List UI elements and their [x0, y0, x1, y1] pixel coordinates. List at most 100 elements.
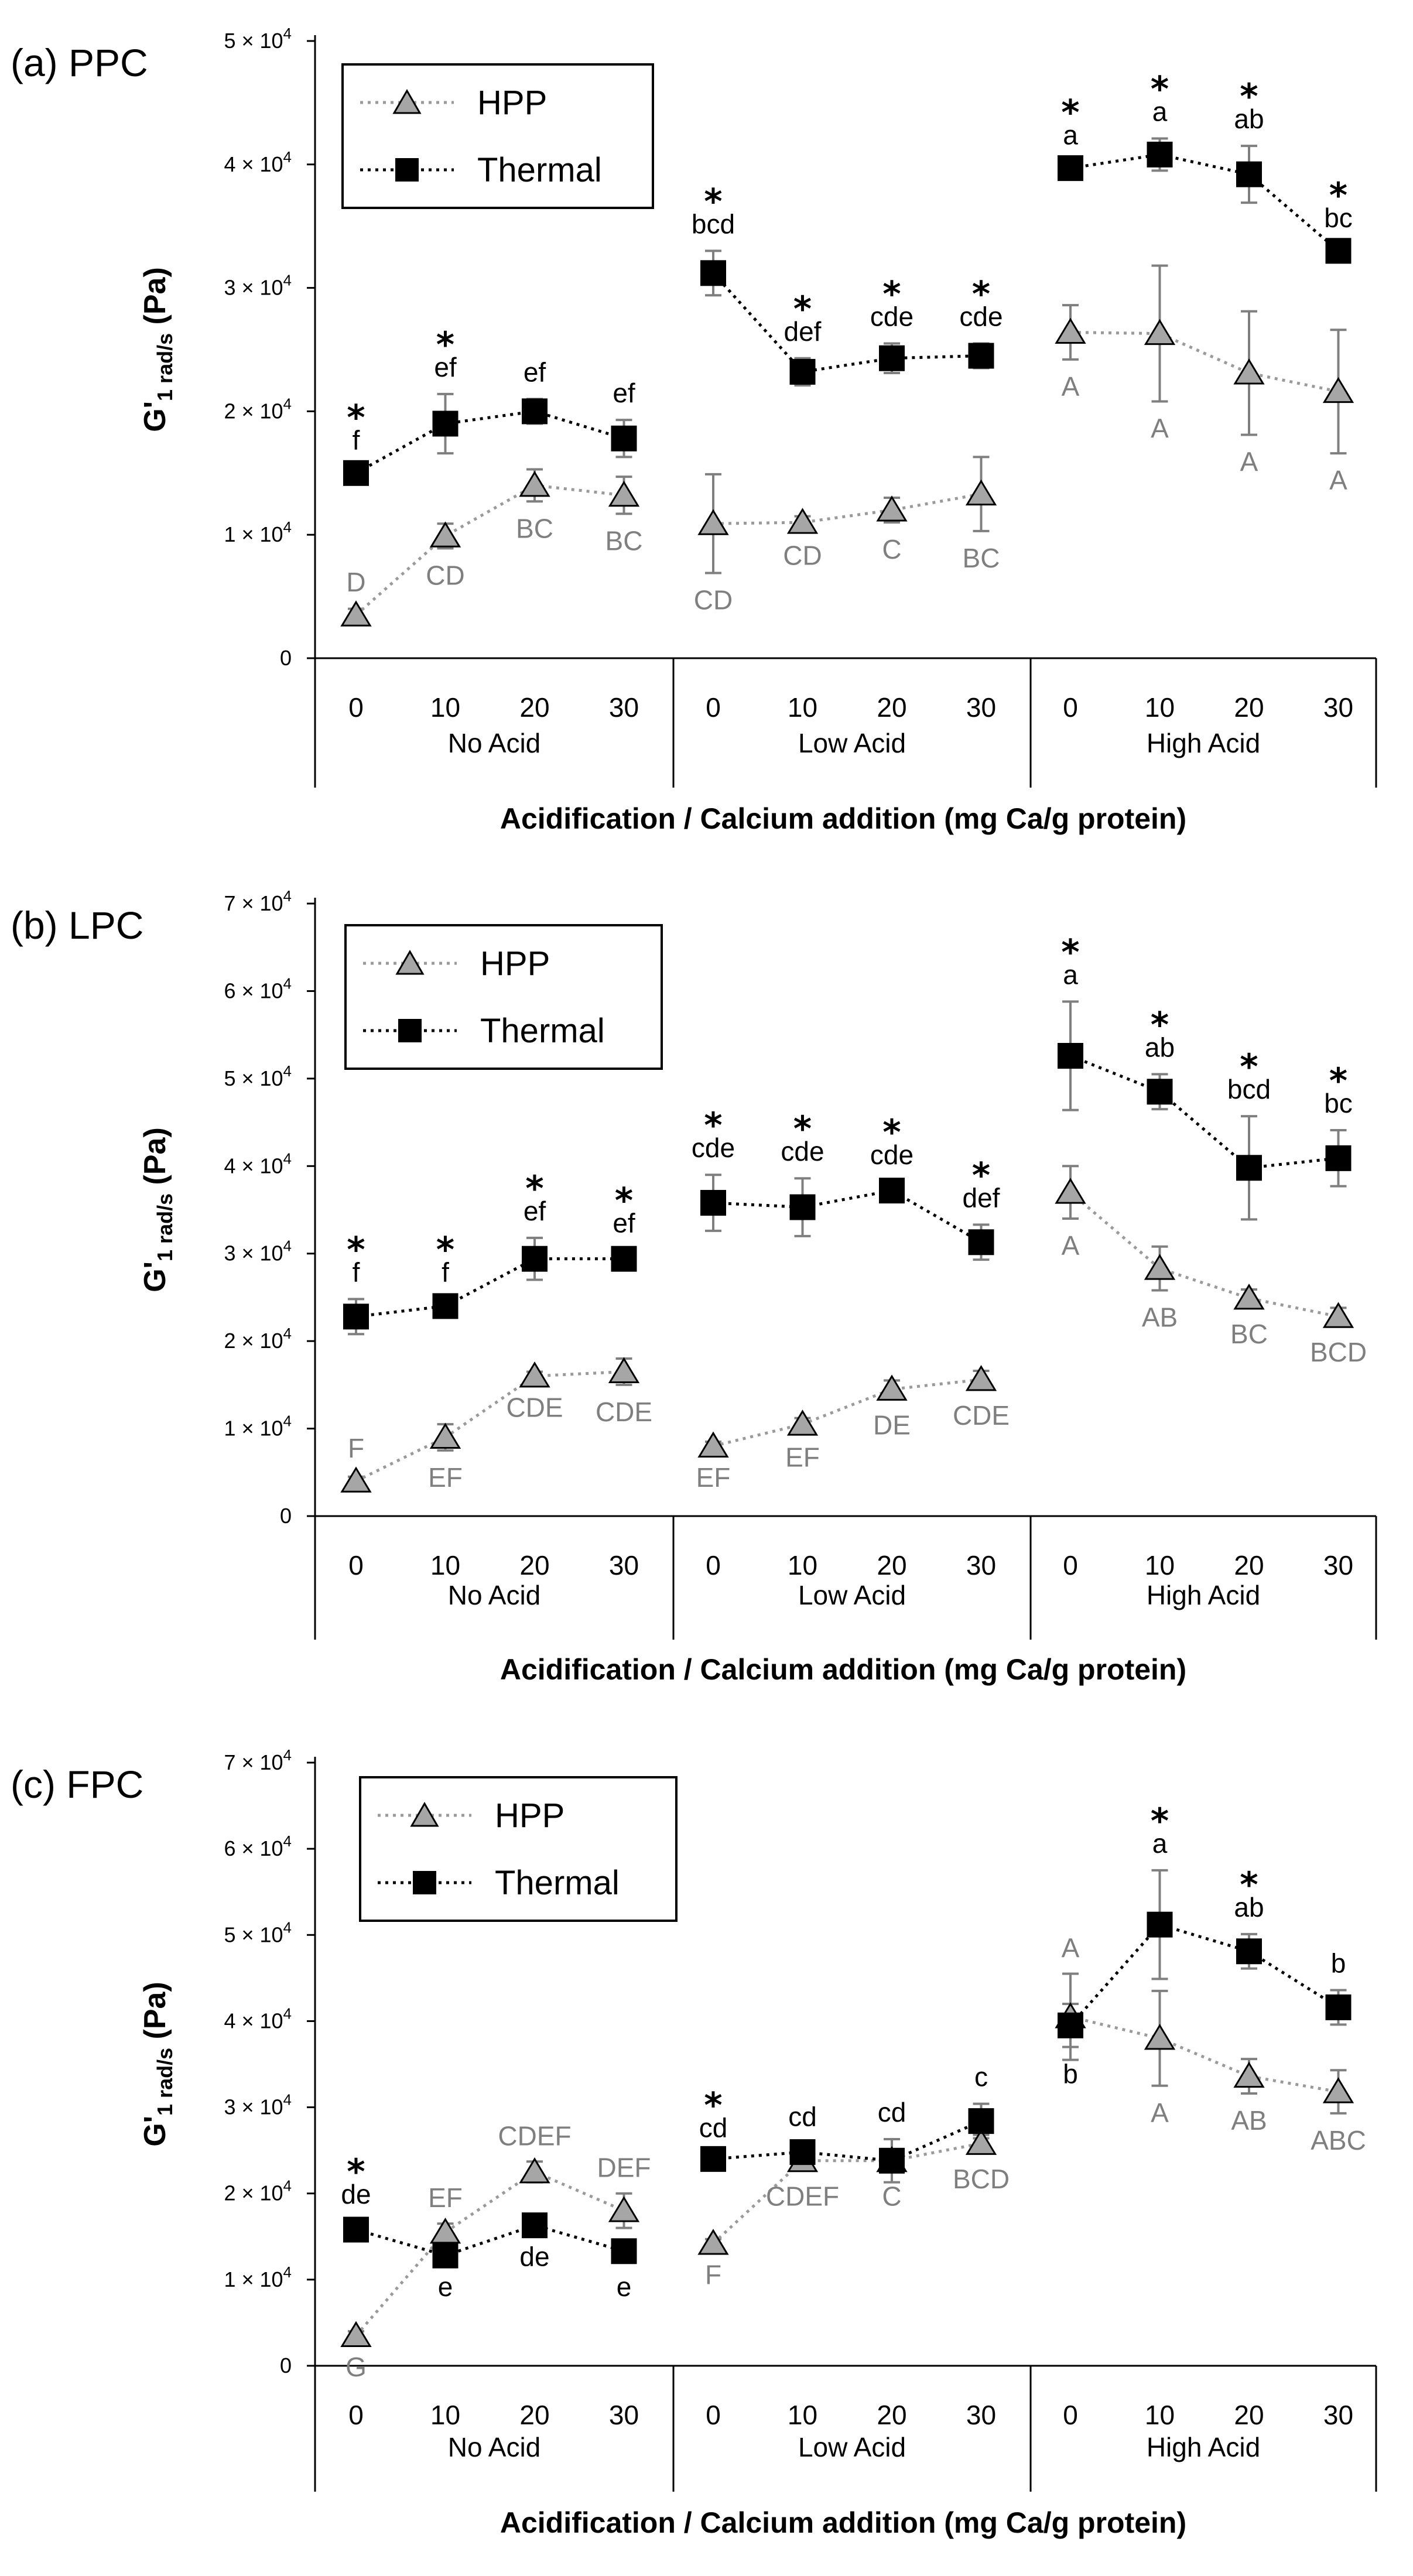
thermal-letter-label: de	[341, 2179, 371, 2209]
hpp-point	[608, 2196, 640, 2222]
hpp-point	[1144, 319, 1176, 345]
x-tick-label: 30	[1323, 692, 1353, 723]
hpp-letter-label: C	[882, 2181, 901, 2212]
hpp-point	[876, 495, 908, 522]
hpp-letter-label: AB	[1142, 1302, 1178, 1332]
thermal-point	[879, 1178, 905, 1204]
thermal-point	[879, 345, 905, 371]
panel-label: (b) LPC	[11, 904, 143, 947]
thermal-point	[1236, 1155, 1262, 1181]
group-label: High Acid	[1147, 1580, 1260, 1610]
x-tick-label: 0	[706, 2400, 721, 2430]
hpp-series-line	[713, 492, 981, 525]
hpp-point	[786, 508, 819, 534]
hpp-point	[1322, 1302, 1354, 1328]
significance-star: *	[1151, 69, 1169, 110]
thermal-point	[968, 343, 994, 369]
thermal-point	[611, 1246, 637, 1272]
hpp-letter-label: CD	[694, 585, 733, 615]
group-label: No Acid	[448, 2432, 541, 2462]
thermal-point	[522, 398, 548, 425]
hpp-point	[519, 1361, 550, 1388]
hpp-letter-label: BC	[605, 525, 643, 556]
y-tick-label: 1 × 104	[224, 2263, 292, 2291]
hpp-point	[876, 1374, 908, 1401]
legend-box	[344, 924, 663, 1070]
x-tick-label: 0	[706, 1550, 721, 1581]
hpp-point	[1233, 358, 1265, 385]
thermal-letter-label: cd	[699, 2113, 728, 2143]
x-tick-label: 10	[788, 1550, 817, 1581]
thermal-point	[343, 2216, 369, 2243]
significance-star: *	[1240, 76, 1258, 117]
x-tick-label: 30	[966, 1550, 996, 1581]
hpp-point	[519, 2157, 550, 2184]
significance-star: *	[347, 2151, 365, 2192]
hpp-letter-label: DEF	[597, 2153, 651, 2183]
group-label: Low Acid	[798, 728, 906, 758]
thermal-letter-label: cd	[878, 2097, 906, 2127]
hpp-point	[340, 1466, 372, 1493]
significance-star: *	[1061, 93, 1079, 134]
legend-hpp-marker	[392, 89, 422, 114]
thermal-letter-label: f	[353, 425, 360, 455]
hpp-point	[1144, 2023, 1176, 2050]
significance-star: *	[1061, 932, 1079, 973]
hpp-letter-label: A	[1062, 1933, 1080, 1963]
x-tick-label: 20	[877, 2400, 906, 2430]
x-tick-label: 30	[609, 2400, 639, 2430]
thermal-series-line	[713, 2119, 982, 2163]
significance-star: *	[882, 273, 901, 314]
thermal-letter-label: def	[963, 1182, 1000, 1213]
hpp-letter-label: CDE	[953, 1400, 1010, 1431]
legend: HPP Thermal	[341, 63, 654, 209]
hpp-point	[608, 480, 640, 507]
hpp-point	[1144, 1254, 1176, 1280]
thermal-letter-label: bcd	[1227, 1074, 1271, 1104]
x-tick-label: 20	[877, 1550, 906, 1581]
panel-label: (c) FPC	[11, 1763, 143, 1806]
hpp-point	[1322, 2077, 1354, 2103]
x-tick-label: 30	[1323, 2400, 1353, 2430]
y-tick-label: 0	[280, 646, 292, 670]
hpp-letter-label: EF	[428, 1462, 463, 1493]
thermal-letter-label: ef	[434, 352, 457, 382]
thermal-letter-label: ef	[613, 378, 635, 408]
thermal-letter-label: e	[617, 2271, 632, 2302]
hpp-letter-label: EF	[428, 2182, 463, 2213]
legend-thermal-label: Thermal	[480, 1012, 605, 1050]
hpp-letter-label: CDEF	[498, 2120, 571, 2151]
group-label: High Acid	[1147, 728, 1260, 758]
y-axis-title: G'1 rad/s (Pa)	[138, 1127, 177, 1292]
hpp-point	[1055, 1178, 1086, 1204]
thermal-point	[343, 1304, 369, 1330]
hpp-letter-label: F	[705, 2259, 721, 2290]
thermal-letter-label: e	[438, 2271, 453, 2302]
y-axis-title: G'1 rad/s (Pa)	[138, 1982, 177, 2147]
legend-box	[359, 1776, 678, 1922]
thermal-point	[700, 1190, 726, 1216]
x-tick-label: 20	[519, 1550, 549, 1581]
thermal-point	[789, 1194, 816, 1220]
x-tick-label: 0	[1063, 1550, 1078, 1581]
significance-star: *	[704, 181, 722, 222]
hpp-point	[697, 509, 729, 535]
hpp-point	[1322, 377, 1354, 403]
group-label: Low Acid	[798, 2432, 906, 2462]
x-tick-label: 20	[519, 2400, 549, 2430]
thermal-letter-label: cde	[870, 1140, 914, 1170]
thermal-series-line	[713, 1189, 982, 1244]
thermal-letter-label: b	[1331, 1948, 1346, 1978]
hpp-letter-label: BC	[963, 543, 1000, 573]
y-tick-label: 1 × 104	[224, 518, 292, 546]
hpp-letter-label: CDE	[596, 1397, 652, 1427]
y-tick-label: 1 × 104	[224, 1412, 292, 1441]
legend: HPP Thermal	[344, 924, 663, 1070]
thermal-point	[1058, 1043, 1083, 1069]
y-tick-label: 6 × 104	[224, 1832, 292, 1860]
hpp-letter-label: C	[882, 534, 901, 565]
x-tick-label: 10	[430, 692, 460, 723]
thermal-series-line	[1069, 1922, 1339, 2027]
legend-box	[341, 63, 654, 209]
y-tick-label: 5 × 104	[224, 1918, 292, 1946]
